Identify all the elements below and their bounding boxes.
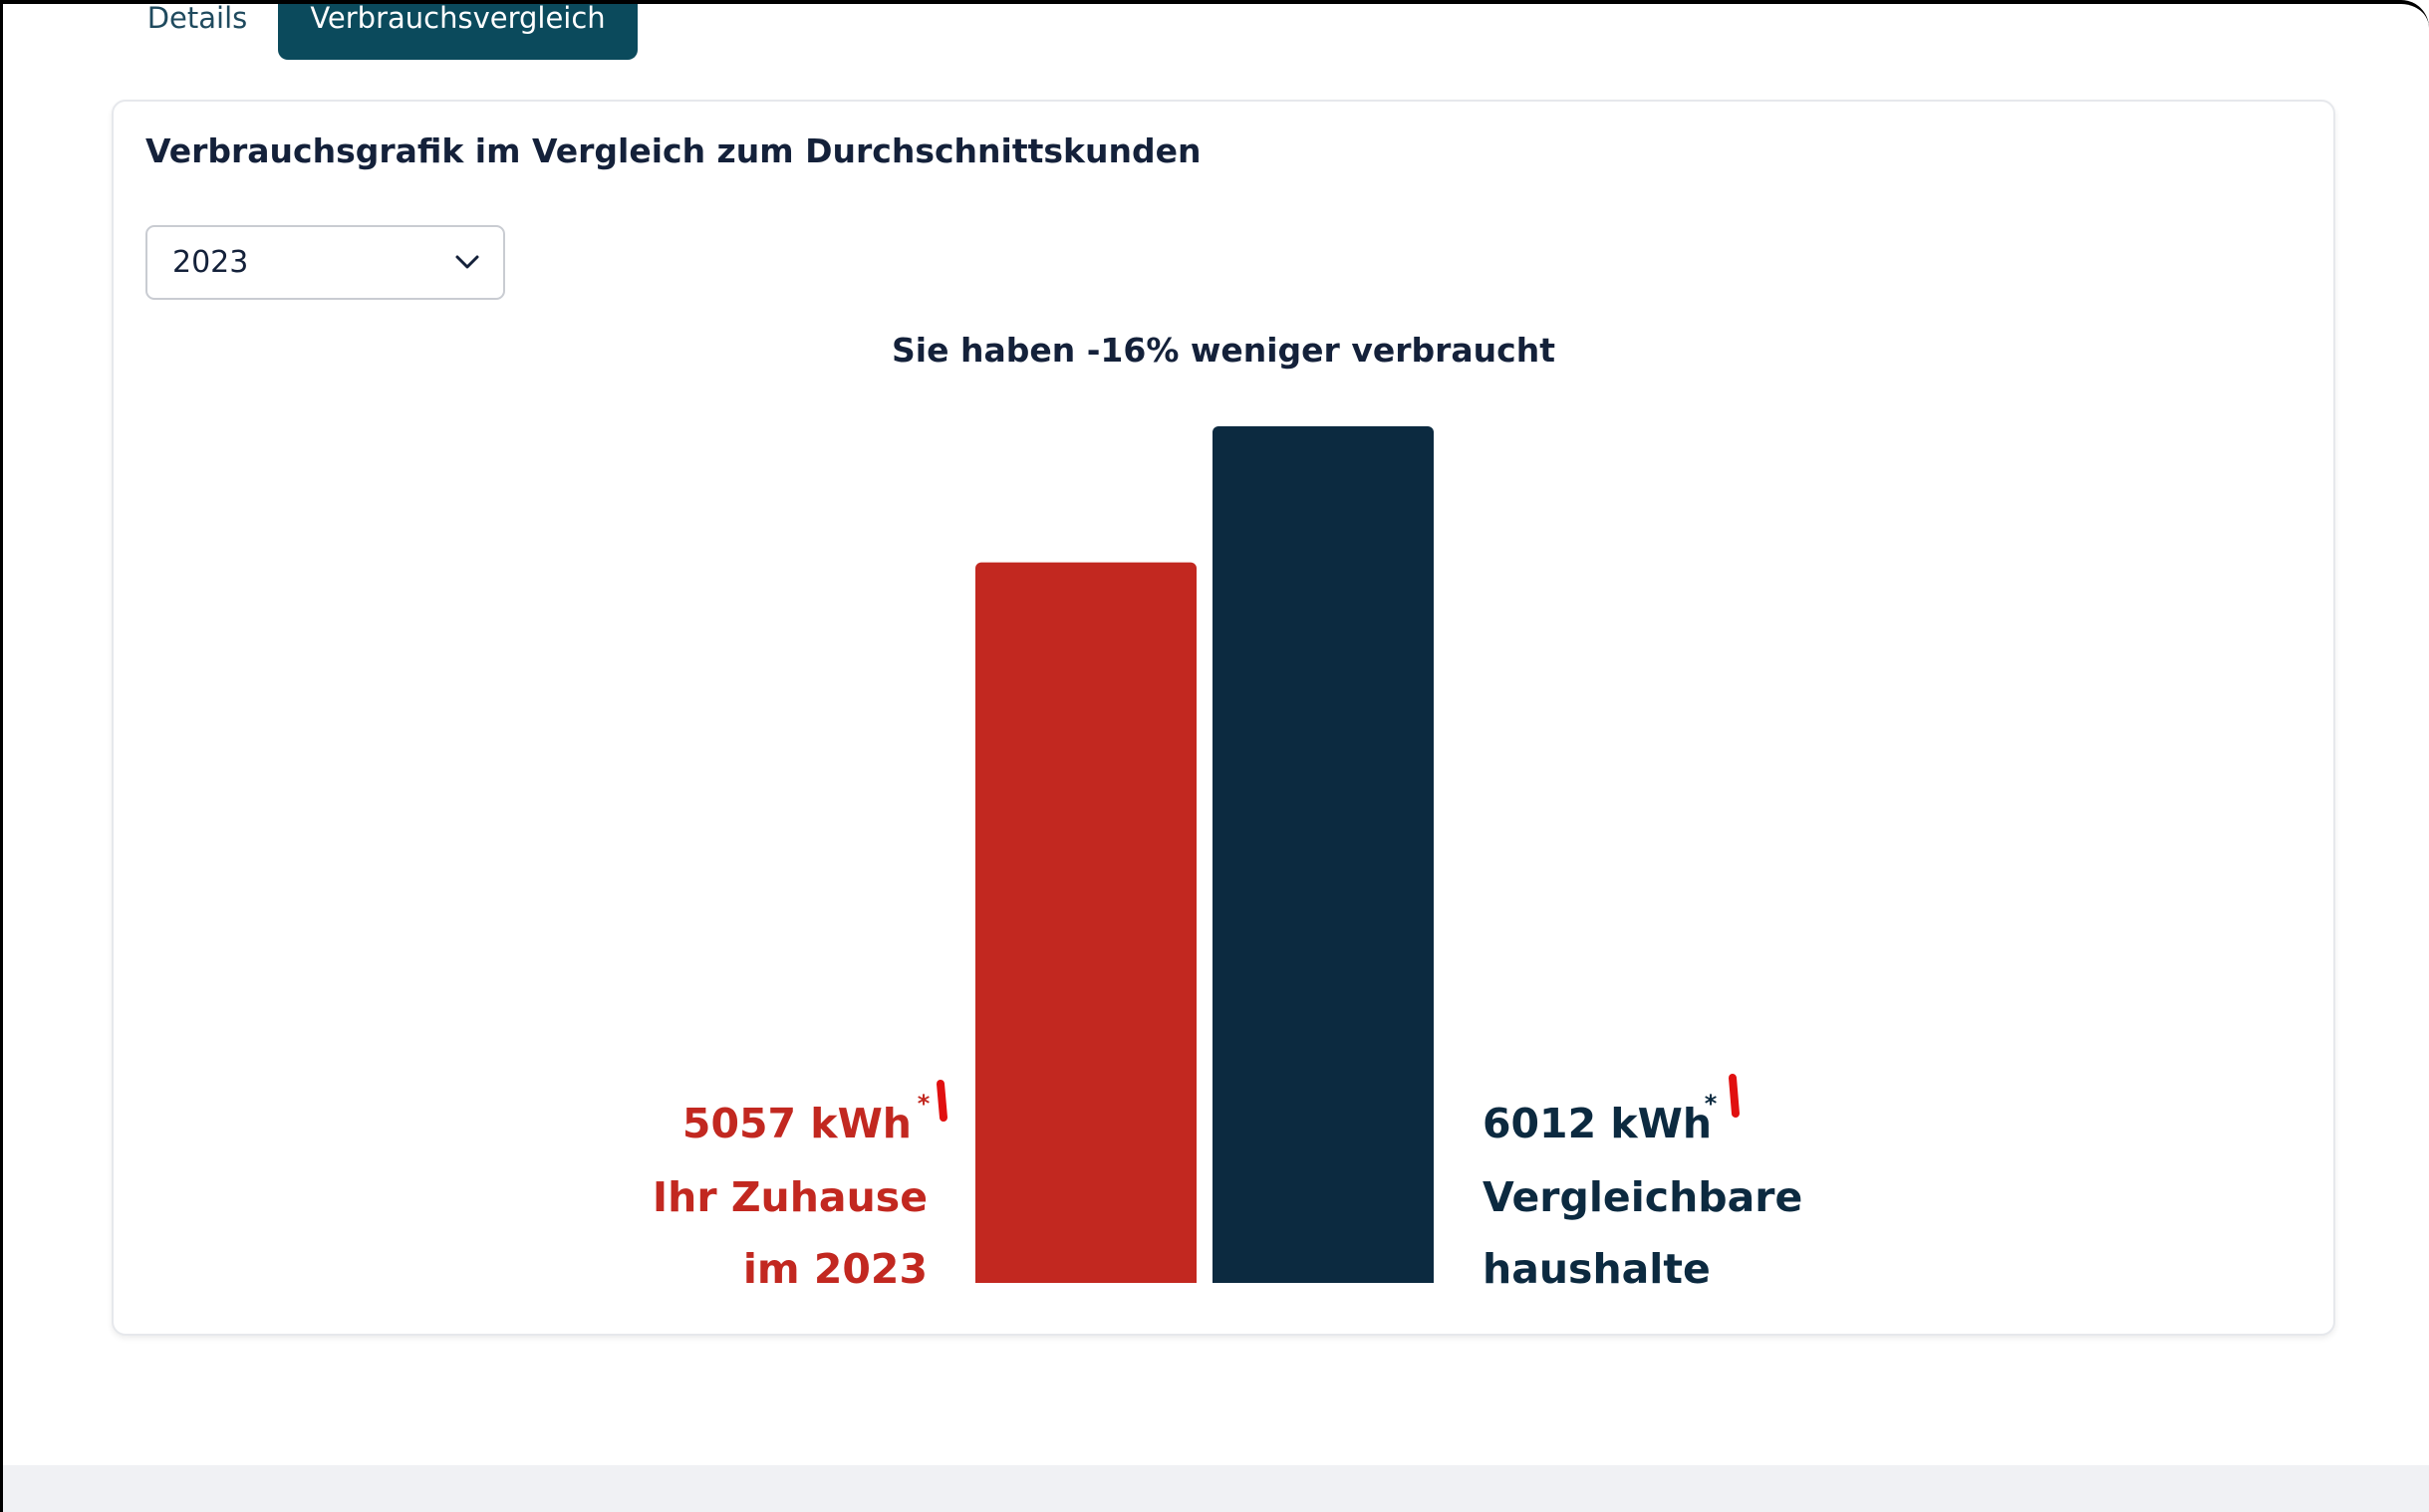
year-select-value: 2023	[172, 245, 249, 280]
tab-details[interactable]: Details	[146, 1, 248, 35]
annotation-mark-right	[1729, 1074, 1740, 1118]
average-category-line2: haushalte	[1483, 1245, 1711, 1293]
footer-band	[3, 1465, 2429, 1512]
chevron-down-icon	[455, 255, 479, 269]
user-value-asterisk: *	[918, 1090, 931, 1118]
card-title: Verbrauchsgrafik im Vergleich zum Durchs…	[145, 131, 1202, 170]
user-category-line2: im 2023	[743, 1245, 928, 1293]
year-select[interactable]: 2023	[145, 225, 505, 300]
user-value-label: 5057 kWh	[682, 1100, 912, 1147]
annotation-mark-left	[937, 1080, 947, 1122]
average-value-label: 6012 kWh	[1483, 1100, 1712, 1147]
average-category-line1: Vergleichbare	[1483, 1173, 1802, 1221]
tab-verbrauchsvergleich[interactable]: Verbrauchsvergleich	[278, 4, 638, 60]
average-value-asterisk: *	[1705, 1090, 1718, 1118]
bar-vergleichbare-haushalte	[1213, 426, 1434, 1283]
bar-ihr-zuhause	[975, 562, 1197, 1283]
chart-title: Sie haben -16% weniger verbraucht	[892, 331, 1555, 370]
bar-base	[975, 1273, 1197, 1283]
bar-base	[1213, 1273, 1434, 1283]
user-category-line1: Ihr Zuhause	[653, 1173, 928, 1221]
